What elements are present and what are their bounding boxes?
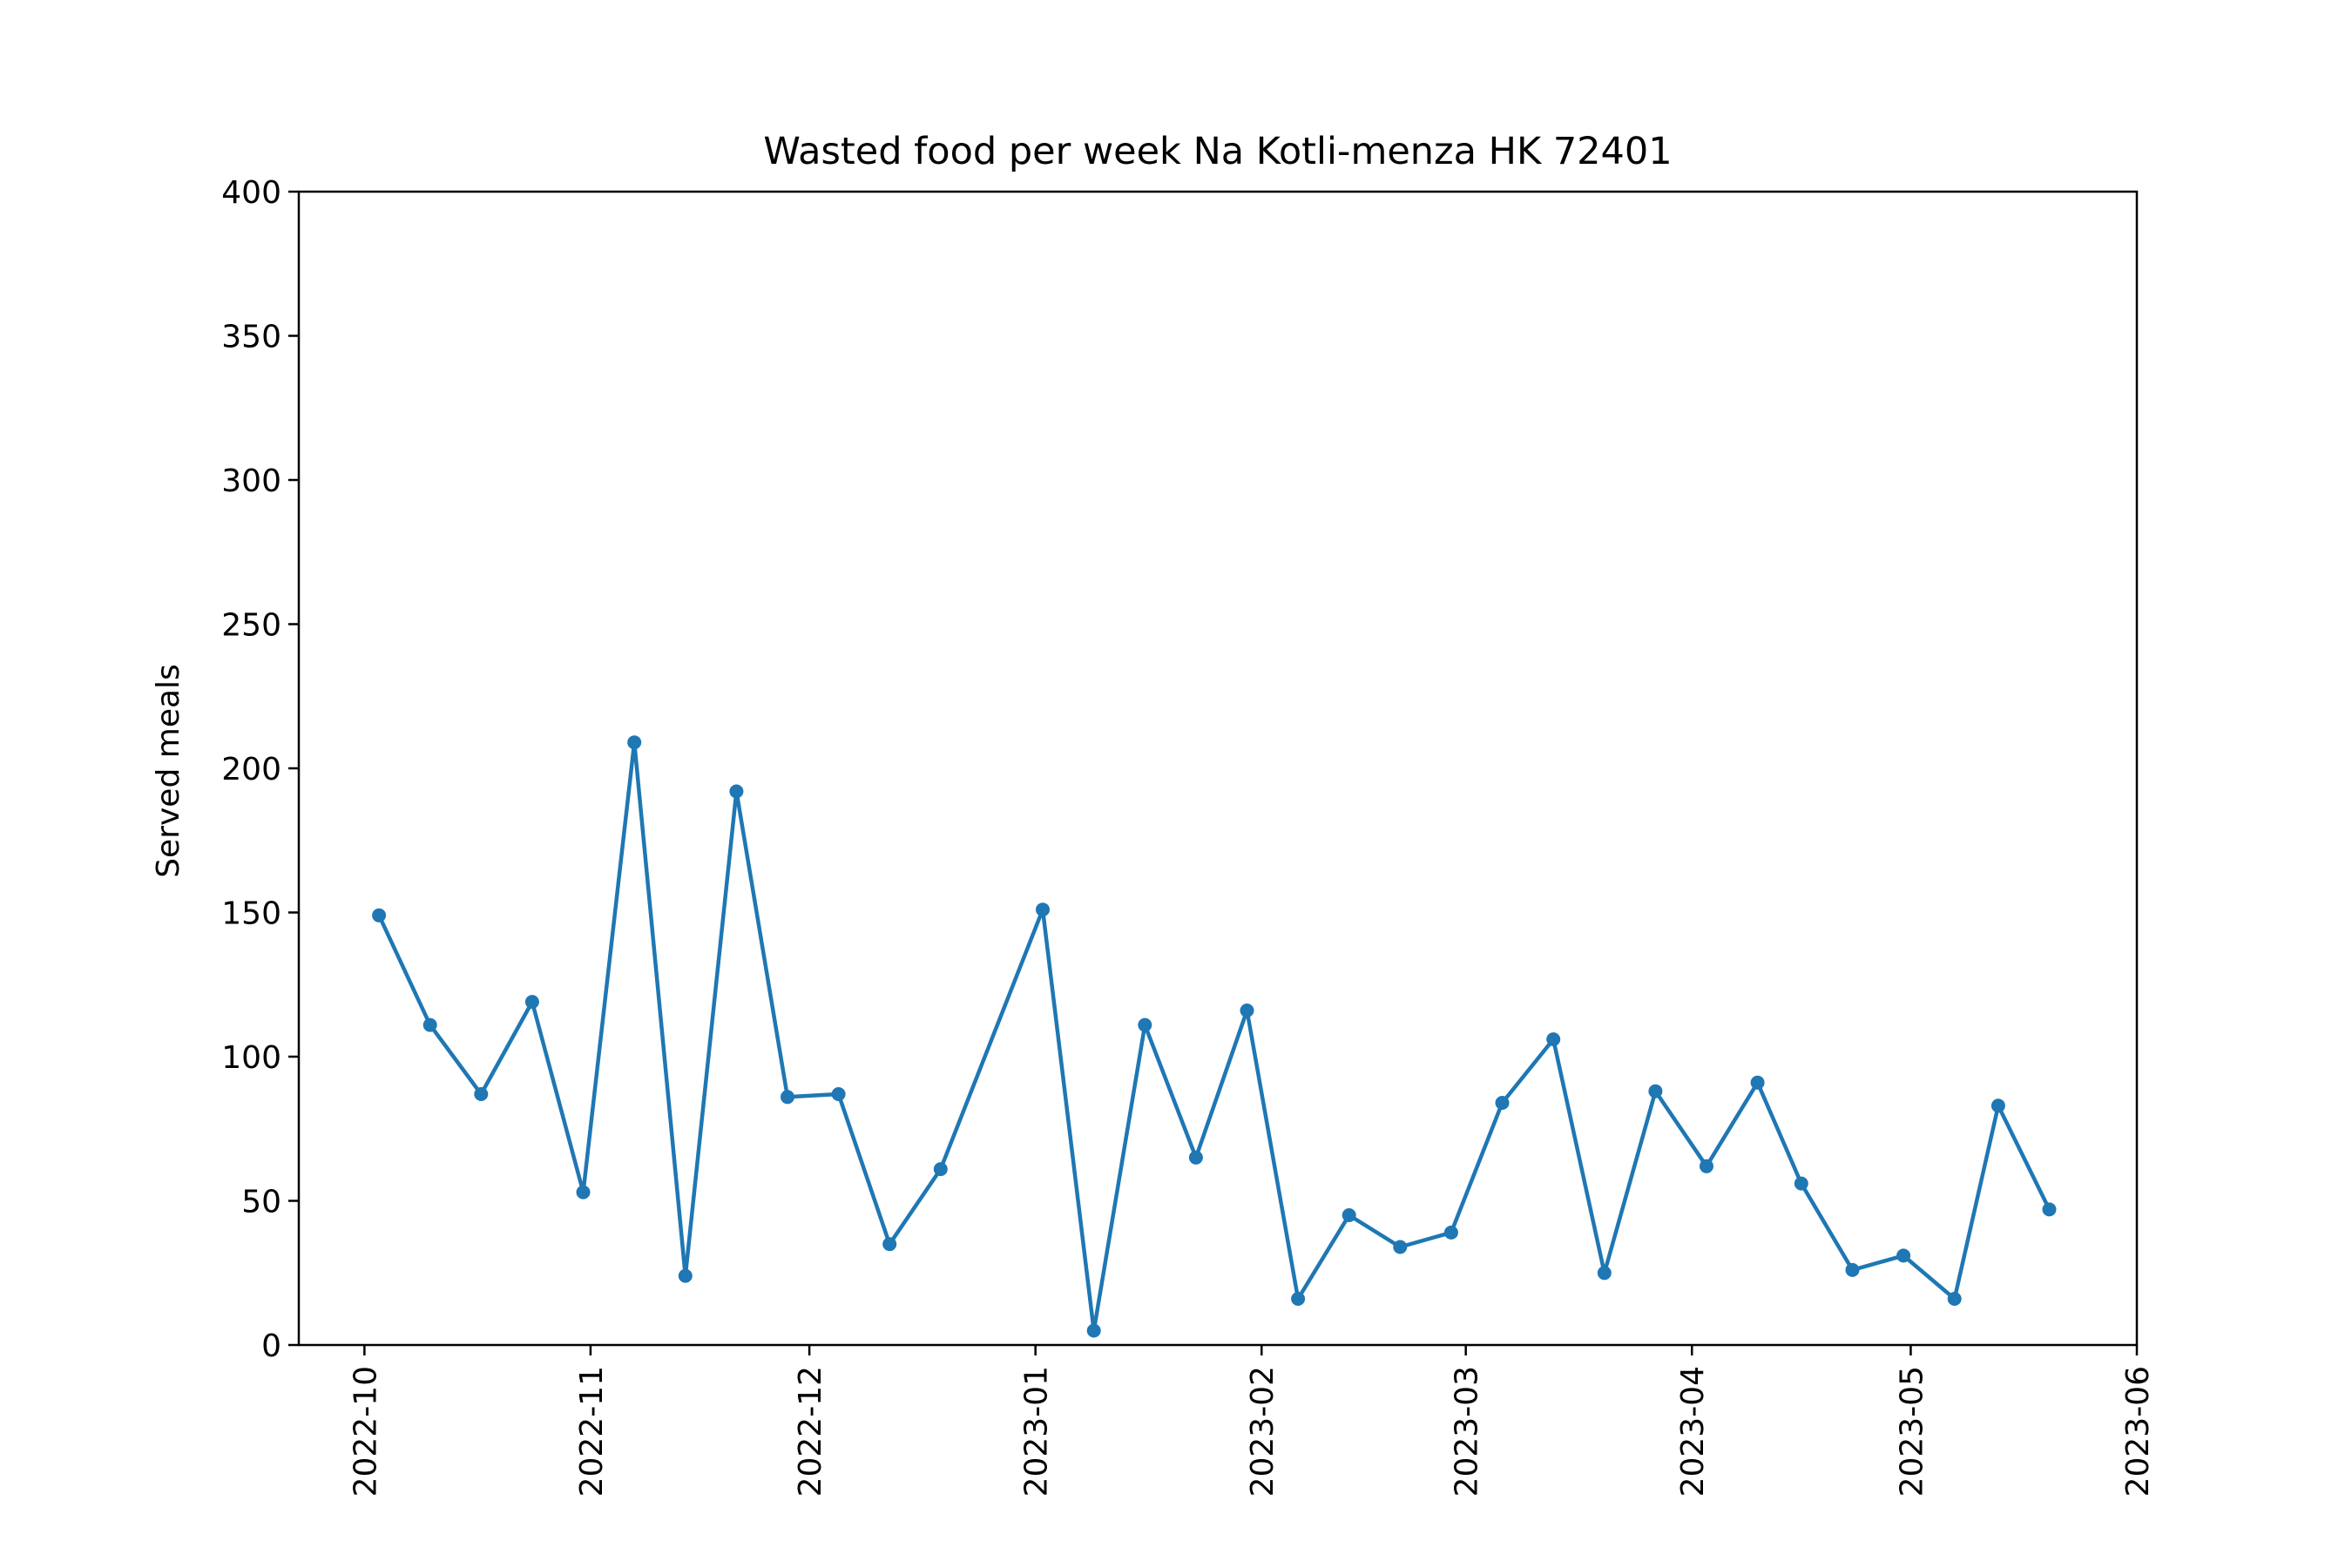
data-point <box>372 908 387 923</box>
x-tick-label: 2023-05 <box>1894 1366 1930 1497</box>
data-point <box>1188 1150 1203 1165</box>
data-point <box>1291 1292 1306 1306</box>
data-point <box>1750 1075 1765 1090</box>
data-point <box>1546 1032 1561 1047</box>
data-point <box>1896 1248 1911 1263</box>
y-tick-label: 50 <box>241 1185 281 1220</box>
y-tick-label: 400 <box>221 175 281 211</box>
data-point <box>882 1237 897 1252</box>
x-axis-ticks: 2022-10 2022-11 2022-12 2023-01 2023-02 2023-… <box>348 1345 2156 1497</box>
data-point <box>831 1087 846 1101</box>
data-point <box>1597 1266 1612 1281</box>
data-point <box>1342 1208 1356 1222</box>
y-tick-label: 300 <box>221 463 281 499</box>
x-tick-label: 2023-06 <box>2120 1366 2156 1497</box>
data-point <box>524 995 539 1010</box>
data-point <box>1240 1004 1254 1017</box>
y-tick-label: 250 <box>221 608 281 644</box>
data-point <box>1700 1159 1713 1173</box>
data-point <box>1393 1240 1408 1254</box>
data-point <box>1947 1292 1962 1306</box>
data-point <box>729 784 744 799</box>
data-point <box>1794 1176 1808 1191</box>
y-axis-ticks: 0 50 100 150 200 250 300 350 400 <box>221 175 299 1364</box>
chart-title: Wasted food per week Na Kotli-menza HK 7… <box>763 130 1672 173</box>
x-tick-label: 2023-03 <box>1450 1366 1485 1497</box>
data-point <box>474 1087 489 1101</box>
x-tick-label: 2022-10 <box>348 1366 383 1497</box>
data-point <box>422 1017 437 1032</box>
x-tick-label: 2023-04 <box>1675 1366 1711 1497</box>
plot-series <box>372 735 2057 1338</box>
data-point <box>678 1268 693 1283</box>
y-axis-label: Served meals <box>151 664 186 878</box>
data-point <box>1845 1262 1860 1277</box>
y-tick-label: 100 <box>221 1040 281 1076</box>
data-point <box>1648 1084 1663 1098</box>
series-line <box>376 740 2051 1333</box>
y-tick-label: 150 <box>221 896 281 932</box>
y-tick-label: 0 <box>261 1328 281 1364</box>
x-tick-label: 2022-11 <box>574 1366 610 1497</box>
data-point <box>2042 1202 2057 1217</box>
data-point <box>933 1162 948 1177</box>
y-tick-label: 350 <box>221 320 281 355</box>
x-tick-label: 2022-12 <box>793 1366 828 1497</box>
data-point <box>1495 1096 1510 1110</box>
data-point <box>576 1185 591 1200</box>
plot-area-frame <box>297 190 2139 1347</box>
data-point <box>1443 1225 1458 1240</box>
data-point <box>781 1090 794 1105</box>
data-point <box>1990 1098 2005 1113</box>
data-point <box>627 735 642 750</box>
x-tick-label: 2023-01 <box>1019 1366 1055 1497</box>
data-point <box>1036 902 1050 917</box>
data-point <box>1086 1323 1101 1338</box>
data-point <box>1138 1017 1152 1032</box>
y-tick-label: 200 <box>221 752 281 787</box>
x-tick-label: 2023-02 <box>1245 1366 1281 1497</box>
